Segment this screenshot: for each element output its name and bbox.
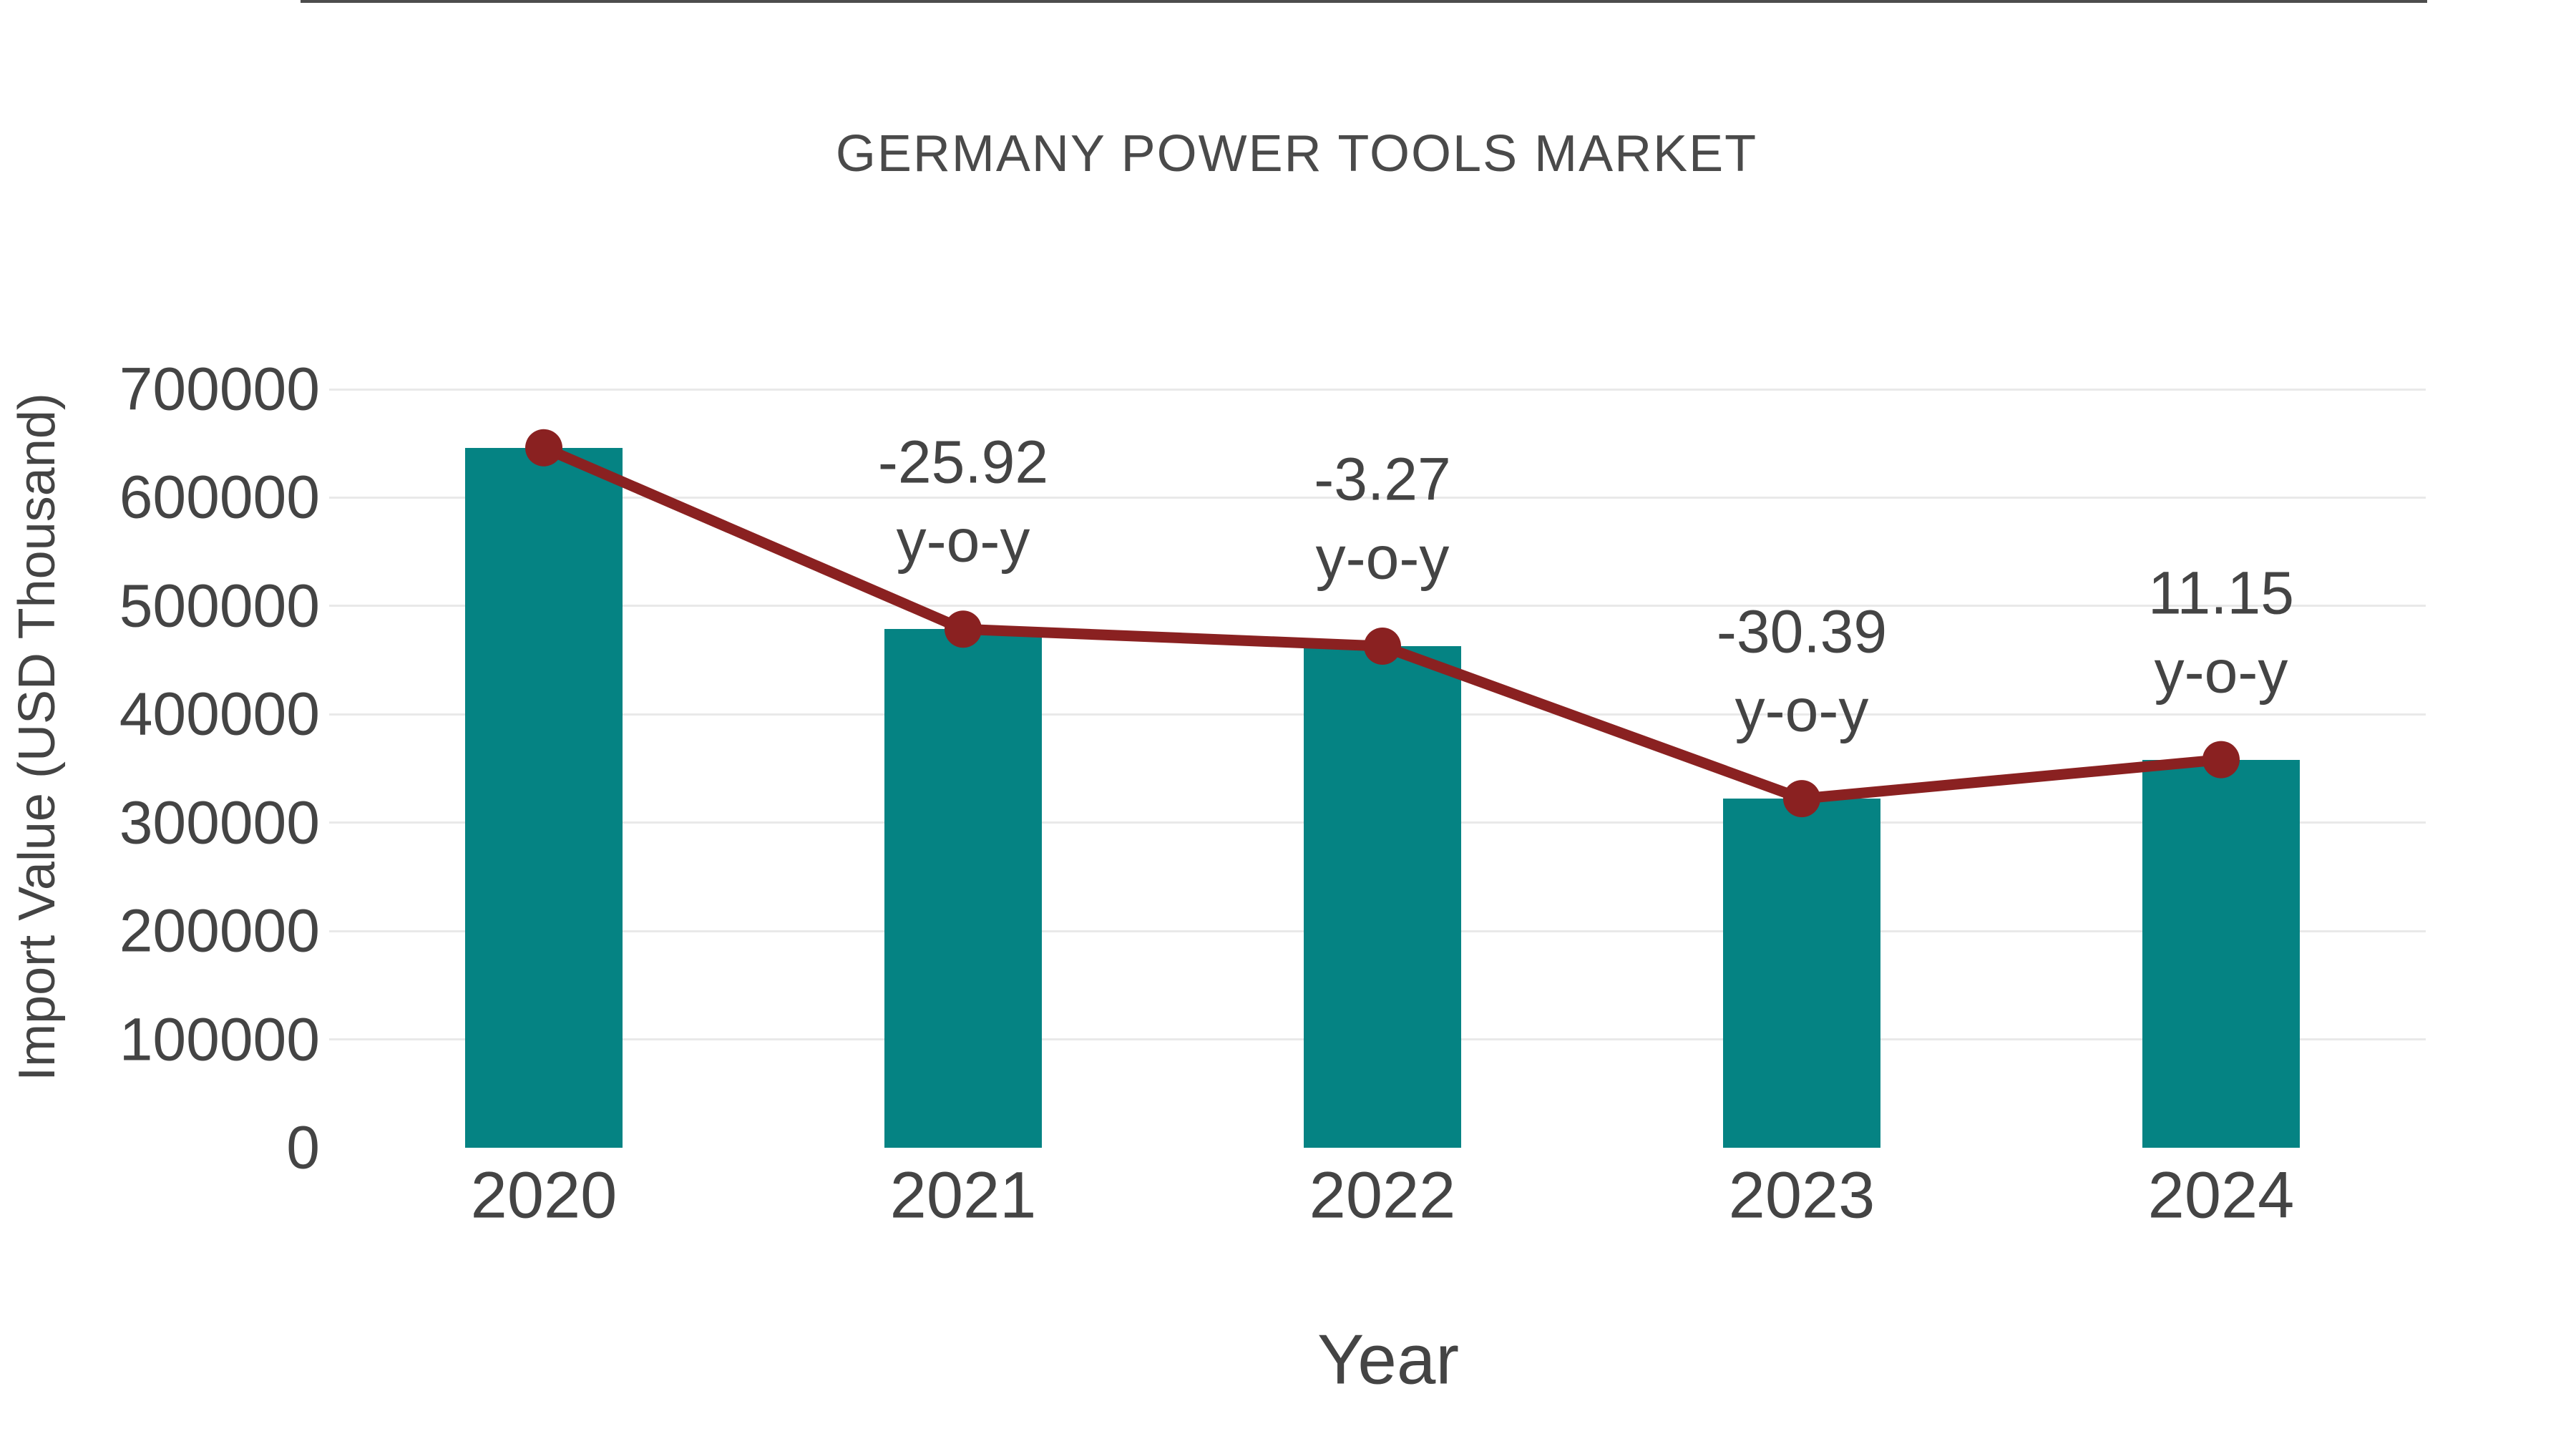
y-tick-label-200000: 200000 bbox=[119, 897, 320, 965]
y-tick-label-0: 0 bbox=[286, 1113, 320, 1181]
bar-2024[interactable] bbox=[2142, 759, 2300, 1148]
y-tick-label-100000: 100000 bbox=[119, 1005, 320, 1073]
gridline-500000 bbox=[329, 605, 2426, 608]
x-axis-title: Year bbox=[1317, 1319, 1460, 1399]
y-tick-label-600000: 600000 bbox=[119, 463, 320, 531]
line-marker-2024[interactable] bbox=[2202, 741, 2240, 779]
line-marker-2023[interactable] bbox=[1783, 780, 1820, 818]
yoy-annotation-value-2023: -30.39 bbox=[1716, 597, 1888, 665]
bar-2022[interactable] bbox=[1304, 646, 1461, 1148]
y-tick-label-400000: 400000 bbox=[119, 680, 320, 748]
x-tick-label-2024: 2024 bbox=[2147, 1158, 2295, 1232]
line-marker-2021[interactable] bbox=[945, 610, 982, 648]
bar-2020[interactable] bbox=[465, 447, 623, 1148]
bar-2021[interactable] bbox=[884, 629, 1042, 1148]
x-axis-line bbox=[301, 0, 2427, 3]
yoy-annotation-value-2024: 11.15 bbox=[2148, 559, 2294, 627]
yoy-annotation-unit-2023: y-o-y bbox=[1735, 676, 1869, 744]
bar-2023[interactable] bbox=[1723, 799, 1880, 1148]
y-axis-title: Import Value (USD Thousand) bbox=[9, 393, 66, 1081]
gridline-600000 bbox=[329, 496, 2426, 499]
yoy-annotation-unit-2021: y-o-y bbox=[896, 507, 1030, 575]
yoy-annotation-value-2021: -25.92 bbox=[877, 428, 1049, 496]
y-tick-label-300000: 300000 bbox=[119, 789, 320, 857]
y-tick-label-500000: 500000 bbox=[119, 572, 320, 640]
line-marker-2022[interactable] bbox=[1364, 628, 1401, 665]
line-marker-2020[interactable] bbox=[525, 429, 562, 467]
yoy-annotation-unit-2024: y-o-y bbox=[2154, 638, 2288, 706]
yoy-annotation-unit-2022: y-o-y bbox=[1315, 524, 1450, 592]
x-tick-label-2020: 2020 bbox=[470, 1158, 618, 1232]
chart-title: GERMANY POWER TOOLS MARKET bbox=[835, 125, 1758, 182]
x-tick-label-2022: 2022 bbox=[1309, 1158, 1456, 1232]
yoy-annotation-value-2022: -3.27 bbox=[1314, 445, 1451, 513]
x-tick-label-2021: 2021 bbox=[889, 1158, 1037, 1232]
y-tick-label-700000: 700000 bbox=[119, 355, 320, 423]
x-tick-label-2023: 2023 bbox=[1728, 1158, 1875, 1232]
gridline-700000 bbox=[329, 388, 2426, 391]
